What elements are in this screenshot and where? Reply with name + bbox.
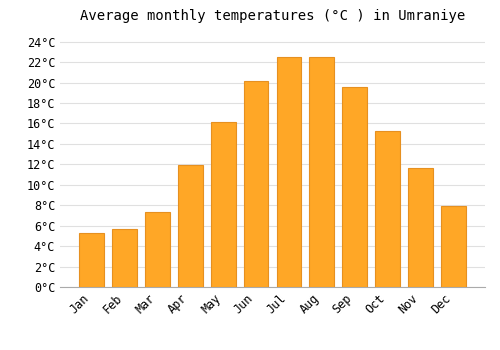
Bar xyxy=(342,87,367,287)
Bar xyxy=(178,166,203,287)
Bar xyxy=(244,80,268,287)
Bar xyxy=(376,131,400,287)
Bar xyxy=(80,233,104,287)
Title: Average monthly temperatures (°C ) in Umraniye: Average monthly temperatures (°C ) in Um… xyxy=(80,9,465,23)
Bar xyxy=(211,122,236,287)
Bar xyxy=(145,212,170,287)
Bar xyxy=(276,57,301,287)
Bar xyxy=(112,229,137,287)
Bar xyxy=(408,168,433,287)
Bar xyxy=(441,206,466,287)
Bar xyxy=(310,57,334,287)
